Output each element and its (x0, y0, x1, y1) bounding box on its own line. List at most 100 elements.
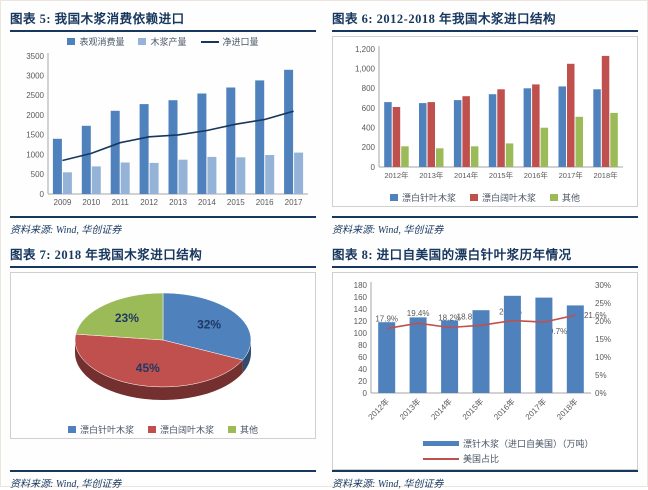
bar (294, 152, 304, 194)
data-label: 19.7% (545, 327, 568, 336)
tick-label: 100 (354, 329, 368, 338)
legend-item: 美国占比 (423, 452, 499, 465)
bar (255, 80, 265, 194)
x-label: 2015年 (460, 396, 485, 421)
pie-rim (242, 340, 251, 373)
bar (532, 84, 540, 167)
bar (427, 102, 435, 167)
bar (207, 156, 217, 194)
bar (236, 157, 246, 194)
tick-label: 160 (354, 293, 368, 302)
x-label: 2011 (112, 198, 130, 207)
figure-7-legend: 漂白针叶木浆 漂白阔叶木浆 其他 (13, 423, 313, 436)
tick-label: 30% (595, 281, 611, 290)
figure-8-chart-canvas: 0 20 40 60 80 100 120 140 160 180 0% 5% 10% 15% 20% 25%… (354, 281, 611, 422)
figure-5-legend: 表观消费量 木浆产量 净进口量 (10, 35, 316, 48)
figure-8-legend: 漂针木浆（进口自美国）（万吨） 美国占比 (335, 435, 635, 467)
legend-label: 漂针木浆（进口自美国）（万吨） (463, 439, 594, 449)
bar (197, 93, 207, 194)
tick-label: 15% (595, 335, 611, 344)
bar (401, 146, 409, 167)
x-label: 2017年 (559, 170, 584, 180)
figure-5-chart-area: 表观消费量 木浆产量 净进口量 0 500 1000 1500 2000 2500 3000 35… (10, 32, 316, 216)
bar (505, 143, 514, 167)
bar (110, 110, 120, 194)
x-label: 2010 (82, 198, 100, 207)
x-label: 2014 (198, 198, 216, 207)
legend-label: 美国占比 (463, 454, 500, 464)
tick-label: 1000 (26, 150, 44, 159)
bar (488, 94, 497, 167)
legend-item: 木浆产量 (138, 35, 187, 48)
pie-slice (74, 333, 244, 388)
tick-label: 500 (31, 170, 45, 179)
tick-label: 3000 (26, 72, 44, 81)
legend-item: 漂针木浆（进口自美国）（万吨） (423, 437, 594, 450)
legend-label: 漂白阔叶木浆 (159, 425, 214, 435)
bar (523, 88, 532, 167)
bar (540, 127, 549, 167)
bar (378, 322, 396, 393)
tick-label: 5% (595, 371, 607, 380)
line-series (386, 314, 576, 330)
legend-label: 漂白针叶木浆 (79, 425, 134, 435)
panel-figure-5: 图表 5: 我国木浆消费依赖进口 表观消费量 木浆产量 净进口量 0 500 1000 1… (10, 6, 316, 236)
data-label: 17.9% (375, 315, 398, 324)
legend-item: 其他 (550, 191, 580, 204)
tick-label: 0% (595, 389, 607, 398)
legend-swatch (423, 457, 459, 460)
tick-label: 2000 (26, 111, 44, 120)
bar (472, 310, 490, 393)
tick-label: 1500 (26, 131, 44, 140)
x-label: 2012年 (384, 170, 409, 180)
legend-item: 漂白阔叶木浆 (469, 191, 536, 204)
bar (575, 116, 583, 167)
x-label: 2014年 (454, 170, 479, 180)
figure-7-title: 图表 7: 2018 年我国木浆进口结构 (10, 242, 316, 268)
tick-label: 180 (354, 281, 368, 290)
bar (535, 297, 553, 393)
data-label: 19.4% (407, 309, 430, 318)
figure-6-chart-canvas: 0 200 400 600 800 1,000 1,200 2012年 2013年 2014年 20… (355, 45, 623, 180)
legend-label: 木浆产量 (150, 37, 187, 47)
tick-label: 3500 (26, 52, 44, 61)
bar (226, 87, 236, 194)
legend-swatch (423, 441, 459, 446)
pie-label: 45% (136, 361, 160, 375)
legend-label: 漂白阔叶木浆 (481, 193, 536, 203)
legend-item: 净进口量 (200, 35, 259, 48)
x-label: 2016 (256, 198, 274, 207)
tick-label: 25% (595, 299, 611, 308)
bar (392, 107, 401, 167)
legend-swatch (469, 194, 478, 201)
figure-8-chart-area: 0 20 40 60 80 100 120 140 160 180 0% 5% 10% 15% 20% 25%… (332, 272, 638, 470)
bar (462, 96, 470, 167)
tick-label: 1,200 (355, 45, 376, 54)
tick-label: 0 (363, 389, 368, 398)
figure-6-title: 图表 6: 2012-2018 年我国木浆进口结构 (332, 6, 638, 32)
data-label: 21.6% (584, 311, 607, 320)
tick-label: 10% (595, 353, 611, 362)
panel-figure-8: 图表 8: 进口自美国的漂白针叶浆历年情况 0 20 40 60 80 100 120 140… (332, 242, 638, 490)
bar (139, 104, 149, 194)
tick-label: 0 (40, 190, 45, 199)
figure-5-chart-canvas: 0 500 1000 1500 2000 2500 3000 3500 2009 2010 2011… (26, 52, 308, 207)
tick-label: 140 (354, 305, 368, 314)
x-label: 2018年 (593, 170, 618, 180)
tick-label: 20% (595, 317, 611, 326)
line-series (62, 110, 294, 162)
figure-6-source-note: 资料来源: Wind, 华创证券 (332, 216, 638, 236)
tick-label: 80 (358, 341, 367, 350)
tick-label: 0 (371, 163, 376, 172)
legend-item: 其他 (228, 423, 258, 436)
bar (178, 159, 188, 194)
bar (436, 148, 444, 167)
bar (503, 295, 521, 393)
figure-6-chart-area: 0 200 400 600 800 1,000 1,200 2012年 2013年 2014年 20… (332, 36, 638, 207)
figure-5-source-note: 资料来源: Wind, 华创证券 (10, 216, 316, 236)
x-label: 2015 (227, 198, 245, 207)
x-label: 2013年 (419, 170, 444, 180)
figure-7-source-note: 资料来源: Wind, 华创证券 (10, 470, 316, 490)
figure-5-title: 图表 5: 我国木浆消费依赖进口 (10, 6, 316, 32)
x-label: 2013 (169, 198, 187, 207)
